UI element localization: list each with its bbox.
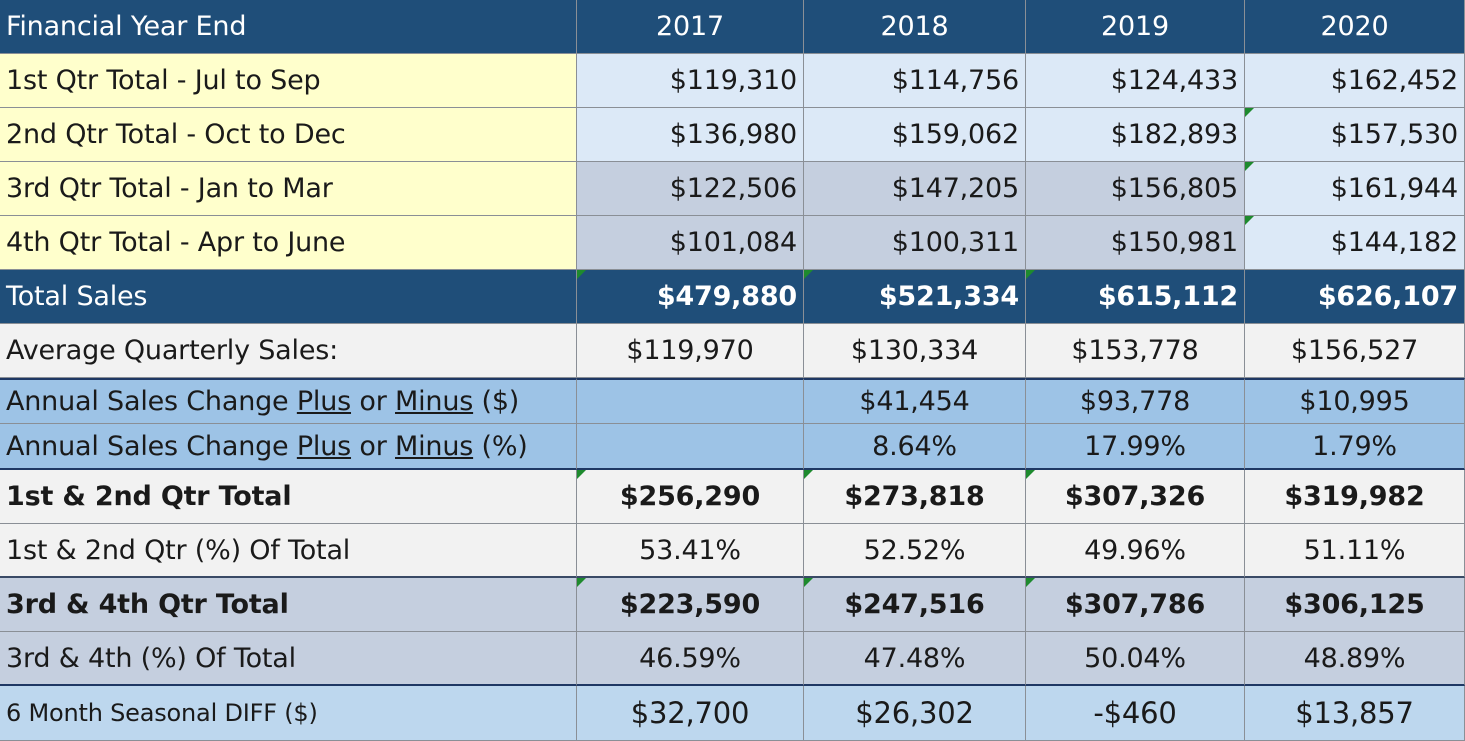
header-year-2019[interactable]: 2019: [1026, 0, 1245, 54]
cell-q3-2019[interactable]: $156,805: [1026, 162, 1245, 216]
cell-seasonal-2018[interactable]: $26,302: [804, 686, 1026, 741]
cell-h1-total-2019[interactable]: $307,326: [1026, 470, 1245, 524]
cell-total-2017[interactable]: $479,880: [577, 270, 804, 324]
cell-avg-2019[interactable]: $153,778: [1026, 324, 1245, 378]
cell-q4-2018[interactable]: $100,311: [804, 216, 1026, 270]
row-label-h1-pct[interactable]: 1st & 2nd Qtr (%) Of Total: [0, 524, 577, 578]
cell-q2-2020[interactable]: $157,530: [1245, 108, 1465, 162]
cell-total-2020[interactable]: $626,107: [1245, 270, 1465, 324]
cell-change-pct-2018[interactable]: 8.64%: [804, 424, 1026, 470]
change-dollar-minus: Minus: [395, 386, 474, 417]
cell-h1-total-2018[interactable]: $273,818: [804, 470, 1026, 524]
row-label-h2-pct[interactable]: 3rd & 4th (%) Of Total: [0, 632, 577, 686]
cell-seasonal-2019[interactable]: -$460: [1026, 686, 1245, 741]
row-label-change-dollar[interactable]: Annual Sales Change Plus or Minus ($): [0, 378, 577, 424]
cell-change-pct-2020[interactable]: 1.79%: [1245, 424, 1465, 470]
cell-total-2018[interactable]: $521,334: [804, 270, 1026, 324]
cell-seasonal-2017[interactable]: $32,700: [577, 686, 804, 741]
cell-q3-2020[interactable]: $161,944: [1245, 162, 1465, 216]
cell-total-2019[interactable]: $615,112: [1026, 270, 1245, 324]
cell-q2-2018[interactable]: $159,062: [804, 108, 1026, 162]
header-label-cell[interactable]: Financial Year End: [0, 0, 577, 54]
row-label-change-pct[interactable]: Annual Sales Change Plus or Minus (%): [0, 424, 577, 470]
cell-q1-2020[interactable]: $162,452: [1245, 54, 1465, 108]
cell-q2-2017[interactable]: $136,980: [577, 108, 804, 162]
change-pct-or: or: [351, 430, 396, 462]
row-label-q2[interactable]: 2nd Qtr Total - Oct to Dec: [0, 108, 577, 162]
cell-q2-2019[interactable]: $182,893: [1026, 108, 1245, 162]
row-label-q4[interactable]: 4th Qtr Total - Apr to June: [0, 216, 577, 270]
cell-change-pct-2019[interactable]: 17.99%: [1026, 424, 1245, 470]
header-year-2017[interactable]: 2017: [577, 0, 804, 54]
row-label-average[interactable]: Average Quarterly Sales:: [0, 324, 577, 378]
change-dollar-or: or: [351, 386, 396, 417]
cell-avg-2017[interactable]: $119,970: [577, 324, 804, 378]
cell-h2-pct-2019[interactable]: 50.04%: [1026, 632, 1245, 686]
row-label-total-sales[interactable]: Total Sales: [0, 270, 577, 324]
row-label-seasonal[interactable]: 6 Month Seasonal DIFF ($): [0, 686, 577, 741]
cell-change-pct-2017[interactable]: [577, 424, 804, 470]
cell-q1-2019[interactable]: $124,433: [1026, 54, 1245, 108]
cell-h1-pct-2020[interactable]: 51.11%: [1245, 524, 1465, 578]
change-dollar-plus: Plus: [296, 386, 352, 417]
cell-h2-total-2017[interactable]: $223,590: [577, 578, 804, 632]
row-label-q1[interactable]: 1st Qtr Total - Jul to Sep: [0, 54, 577, 108]
change-dollar-label-post: ($): [473, 386, 520, 417]
header-year-2020[interactable]: 2020: [1245, 0, 1465, 54]
cell-h1-pct-2018[interactable]: 52.52%: [804, 524, 1026, 578]
cell-change-dollar-2018[interactable]: $41,454: [804, 378, 1026, 424]
cell-change-dollar-2017[interactable]: [577, 378, 804, 424]
cell-avg-2018[interactable]: $130,334: [804, 324, 1026, 378]
cell-h1-total-2020[interactable]: $319,982: [1245, 470, 1465, 524]
cell-q4-2017[interactable]: $101,084: [577, 216, 804, 270]
change-pct-label-post: (%): [473, 430, 528, 462]
cell-h1-pct-2019[interactable]: 49.96%: [1026, 524, 1245, 578]
cell-h2-pct-2018[interactable]: 47.48%: [804, 632, 1026, 686]
cell-avg-2020[interactable]: $156,527: [1245, 324, 1465, 378]
change-pct-plus: Plus: [296, 430, 352, 462]
cell-h2-pct-2020[interactable]: 48.89%: [1245, 632, 1465, 686]
cell-q4-2020[interactable]: $144,182: [1245, 216, 1465, 270]
header-year-2018[interactable]: 2018: [804, 0, 1026, 54]
row-label-h2-total[interactable]: 3rd & 4th Qtr Total: [0, 578, 577, 632]
row-label-h1-total[interactable]: 1st & 2nd Qtr Total: [0, 470, 577, 524]
cell-h2-pct-2017[interactable]: 46.59%: [577, 632, 804, 686]
cell-q1-2018[interactable]: $114,756: [804, 54, 1026, 108]
cell-h2-total-2018[interactable]: $247,516: [804, 578, 1026, 632]
cell-h1-total-2017[interactable]: $256,290: [577, 470, 804, 524]
cell-change-dollar-2019[interactable]: $93,778: [1026, 378, 1245, 424]
cell-h2-total-2019[interactable]: $307,786: [1026, 578, 1245, 632]
cell-q4-2019[interactable]: $150,981: [1026, 216, 1245, 270]
cell-change-dollar-2020[interactable]: $10,995: [1245, 378, 1465, 424]
change-pct-label-pre: Annual Sales Change: [6, 430, 297, 462]
row-label-q3[interactable]: 3rd Qtr Total - Jan to Mar: [0, 162, 577, 216]
cell-q1-2017[interactable]: $119,310: [577, 54, 804, 108]
cell-h1-pct-2017[interactable]: 53.41%: [577, 524, 804, 578]
cell-q3-2018[interactable]: $147,205: [804, 162, 1026, 216]
change-pct-minus: Minus: [395, 430, 474, 462]
cell-seasonal-2020[interactable]: $13,857: [1245, 686, 1465, 741]
change-dollar-label-pre: Annual Sales Change: [6, 386, 297, 417]
cell-q3-2017[interactable]: $122,506: [577, 162, 804, 216]
cell-h2-total-2020[interactable]: $306,125: [1245, 578, 1465, 632]
